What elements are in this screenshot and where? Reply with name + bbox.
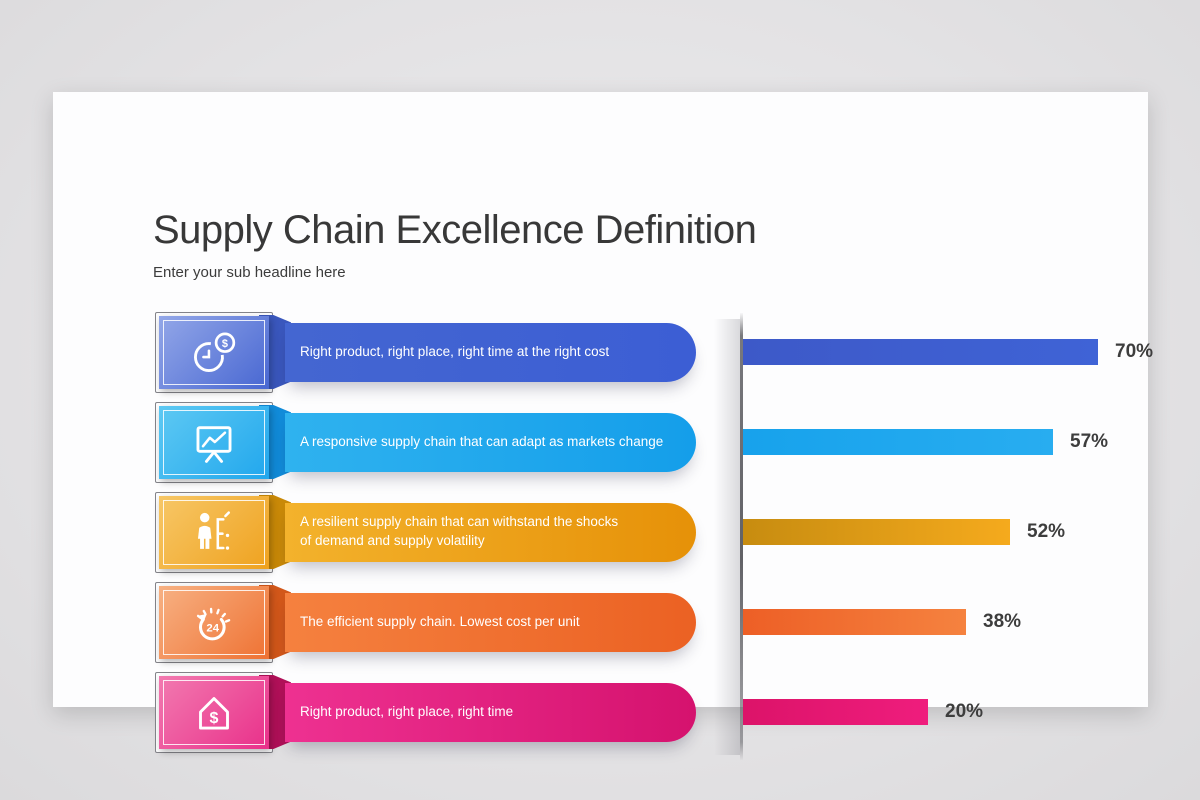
supply-chain-row: A responsive supply chain that can adapt… (53, 397, 1200, 487)
supply-chain-row: The efficient supply chain. Lowest cost … (53, 577, 1200, 667)
page-title: Supply Chain Excellence Definition (153, 208, 757, 252)
slide-card: Supply Chain Excellence Definition Enter… (53, 92, 1153, 760)
icon-tile (159, 585, 269, 659)
chart-board-icon (187, 415, 241, 469)
percentage-label: 70% (1115, 341, 1154, 362)
percentage-label: 38% (983, 611, 1022, 632)
percentage-bar (743, 699, 928, 725)
percentage-label: 20% (945, 701, 984, 722)
definition-text: Right product, right place, right time a… (300, 343, 610, 359)
supply-chain-row: Right product, right place, right time 2… (53, 667, 1200, 757)
chart-axis-shadow (714, 319, 740, 755)
definition-text: A responsive supply chain that can adapt… (300, 433, 664, 449)
clock-dollar-icon (187, 325, 241, 379)
definition-text: The efficient supply chain. Lowest cost … (300, 613, 580, 629)
definition-ribbon: A resilient supply chain that can withst… (285, 502, 696, 562)
percentage-bar (743, 519, 1010, 545)
percentage-bar (743, 339, 1098, 365)
percentage-label: 57% (1070, 431, 1109, 452)
supply-chain-row: A resilient supply chain that can withst… (53, 487, 1200, 577)
definition-ribbon: Right product, right place, right time (285, 682, 696, 742)
icon-tile (159, 675, 269, 749)
supply-chain-row: Right product, right place, right time a… (53, 307, 1200, 397)
definition-ribbon: A responsive supply chain that can adapt… (285, 412, 696, 472)
definition-text: A resilient supply chain that can withst… (300, 514, 619, 548)
definition-ribbon: Right product, right place, right time a… (285, 322, 696, 382)
page-subtitle: Enter your sub headline here (153, 264, 346, 281)
percentage-bar (743, 609, 966, 635)
definition-text: Right product, right place, right time (300, 703, 514, 719)
icon-tile (159, 405, 269, 479)
person-checklist-icon (187, 505, 241, 559)
hours-24-icon (187, 595, 241, 649)
icon-tile (159, 315, 269, 389)
percentage-bar (743, 429, 1053, 455)
house-dollar-icon (187, 685, 241, 739)
definition-ribbon: The efficient supply chain. Lowest cost … (285, 592, 696, 652)
icon-tile (159, 495, 269, 569)
percentage-label: 52% (1027, 521, 1066, 542)
chart-axis-line (740, 313, 743, 760)
